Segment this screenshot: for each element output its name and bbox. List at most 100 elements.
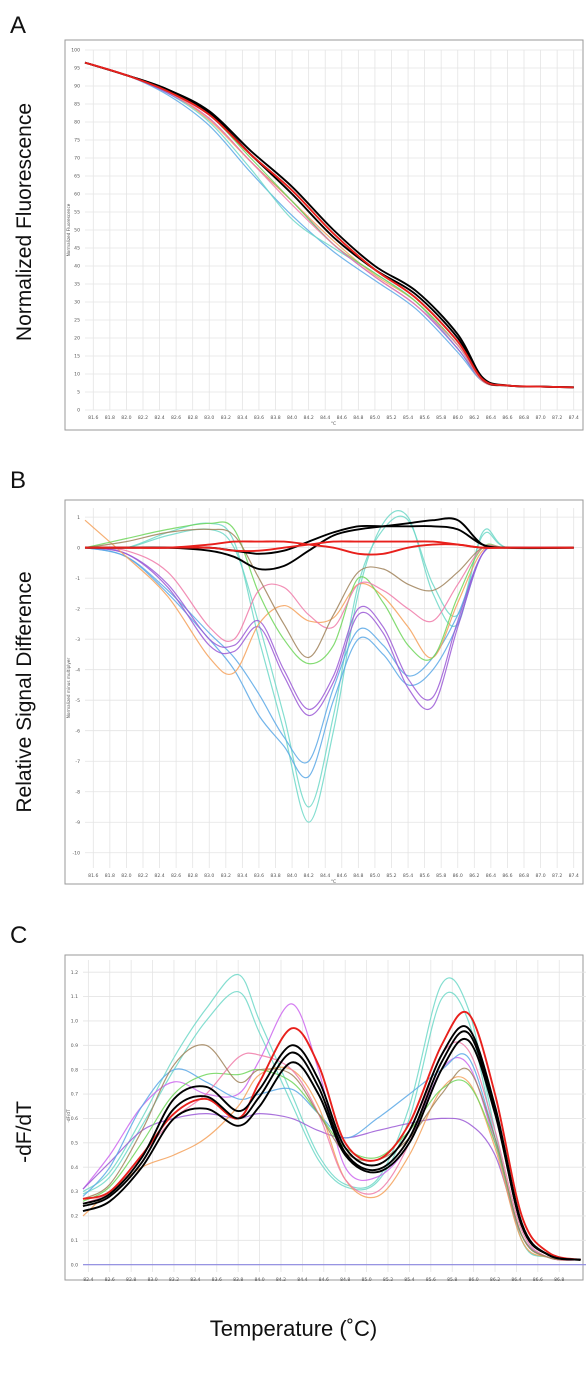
y-tick-label: 0.7 [71,1092,78,1098]
y-tick-label: 35 [74,282,80,288]
x-tick-label: 81.8 [105,873,115,879]
y-tick-label: 0 [77,408,80,414]
y-tick-label: 1.0 [71,1019,78,1025]
x-tick-label: 83.2 [169,1277,179,1283]
x-tick-label: 83.6 [254,873,264,879]
x-tick-label: 82.2 [138,873,148,879]
y-tick-label: 20 [74,336,80,342]
x-tick-label: 86.4 [511,1277,521,1283]
x-tick-label: 84.4 [320,873,330,879]
x-tick-label: 83.6 [212,1277,222,1283]
x-tick-label: 82.4 [83,1277,93,1283]
x-tick-label: 84.2 [276,1277,286,1283]
y-tick-label: 10 [74,372,80,378]
y-tick-label: 0.0 [71,1262,78,1268]
inner-y-axis-label: -dF/dT [66,1109,71,1123]
y-tick-label: 0.5 [71,1140,78,1146]
series-line [84,544,574,643]
x-tick-label: 83.8 [270,415,280,421]
y-tick-label: 70 [74,156,80,162]
y-tick-label: -1 [75,576,80,582]
inner-x-axis-label: °C [331,421,336,427]
x-tick-label: 87.2 [552,415,562,421]
x-tick-label: 85.4 [403,873,413,879]
y-tick-label: 0.4 [71,1165,78,1171]
x-tick-label: 82.0 [121,873,131,879]
x-tick-label: 85.2 [383,1277,393,1283]
series-line [82,1030,581,1261]
chart-b: 81.6 81.8 82.0 82.2 82.4 82.6 82.8 83.0 83.2 83.4… [64,499,584,885]
y-tick-label: -5 [75,698,80,704]
x-tick-label: 82.6 [171,415,181,421]
y-tick-label: 0.2 [71,1214,78,1220]
series-line [84,521,574,665]
plot-frame [64,499,584,885]
x-tick-label: 86.6 [502,873,512,879]
x-tick-label: 83.0 [204,415,214,421]
x-tick-label: 84.4 [320,415,330,421]
y-tick-label: -8 [75,789,80,795]
x-tick-label: 86.2 [469,415,479,421]
x-tick-label: 83.4 [237,415,247,421]
y-tick-label: 60 [74,192,80,198]
x-tick-label: 81.6 [88,415,98,421]
y-tick-label: 55 [74,210,80,216]
x-tick-label: 85.0 [370,873,380,879]
y-tick-label: 95 [74,66,80,72]
x-tick-label: 82.8 [188,873,198,879]
x-tick-label: 83.4 [237,873,247,879]
y-tick-label: 0.8 [71,1067,78,1073]
y-tick-label: 25 [74,318,80,324]
series-line [85,517,574,571]
x-tick-label: 83.8 [270,873,280,879]
y-tick-label: -9 [75,820,80,826]
x-tick-label: 84.6 [319,1277,329,1283]
x-tick-label: 86.0 [453,415,463,421]
y-tick-label: 30 [74,300,80,306]
x-tick-label: 84.0 [254,1277,264,1283]
x-tick-label: 86.0 [469,1277,479,1283]
x-axis-label: Temperature (˚C) [209,1316,378,1341]
x-tick-label: 84.0 [287,873,297,879]
x-tick-label: 83.8 [233,1277,243,1283]
y-tick-label: 40 [74,264,80,270]
x-tick-label: 85.2 [386,873,396,879]
x-tick-label: 84.4 [297,1277,307,1283]
x-tick-label: 85.6 [419,415,429,421]
x-tick-label: 81.6 [88,873,98,879]
series-line [82,973,581,1261]
x-tick-label: 83.2 [221,873,231,879]
y-tick-label: 80 [74,120,80,126]
y-tick-label: -3 [75,637,80,643]
x-tick-label: 83.0 [147,1277,157,1283]
y-tick-label: 5 [77,390,80,396]
x-tick-label: 82.4 [154,873,164,879]
y-tick-label: -2 [75,606,80,612]
x-tick-label: 86.6 [502,415,512,421]
y-tick-label: 90 [74,84,80,90]
x-tick-label: 87.0 [535,415,545,421]
x-tick-label: 85.8 [447,1277,457,1283]
y-tick-label: 0.1 [71,1238,78,1244]
y-tick-label: 85 [74,102,80,108]
x-tick-label: 86.8 [519,415,529,421]
x-tick-label: 86.2 [490,1277,500,1283]
x-tick-label: 84.2 [304,415,314,421]
x-tick-label: 85.6 [426,1277,436,1283]
series-line [84,528,574,659]
panel-label-c: C [10,922,28,949]
x-tick-label: 82.8 [188,415,198,421]
x-tick-label: 84.6 [337,873,347,879]
series-line [84,545,574,717]
series-line [84,519,574,676]
series-line [84,545,574,710]
x-tick-label: 85.8 [436,873,446,879]
x-tick-label: 87.2 [552,873,562,879]
x-tick-label: 86.0 [453,873,463,879]
y-tick-label: 1.1 [71,994,78,1000]
panel-label-b: B [10,467,27,494]
y-tick-label: 0.6 [71,1116,78,1122]
x-tick-label: 85.0 [361,1277,371,1283]
x-tick-label: 85.4 [403,415,413,421]
x-tick-label: 85.2 [386,415,396,421]
